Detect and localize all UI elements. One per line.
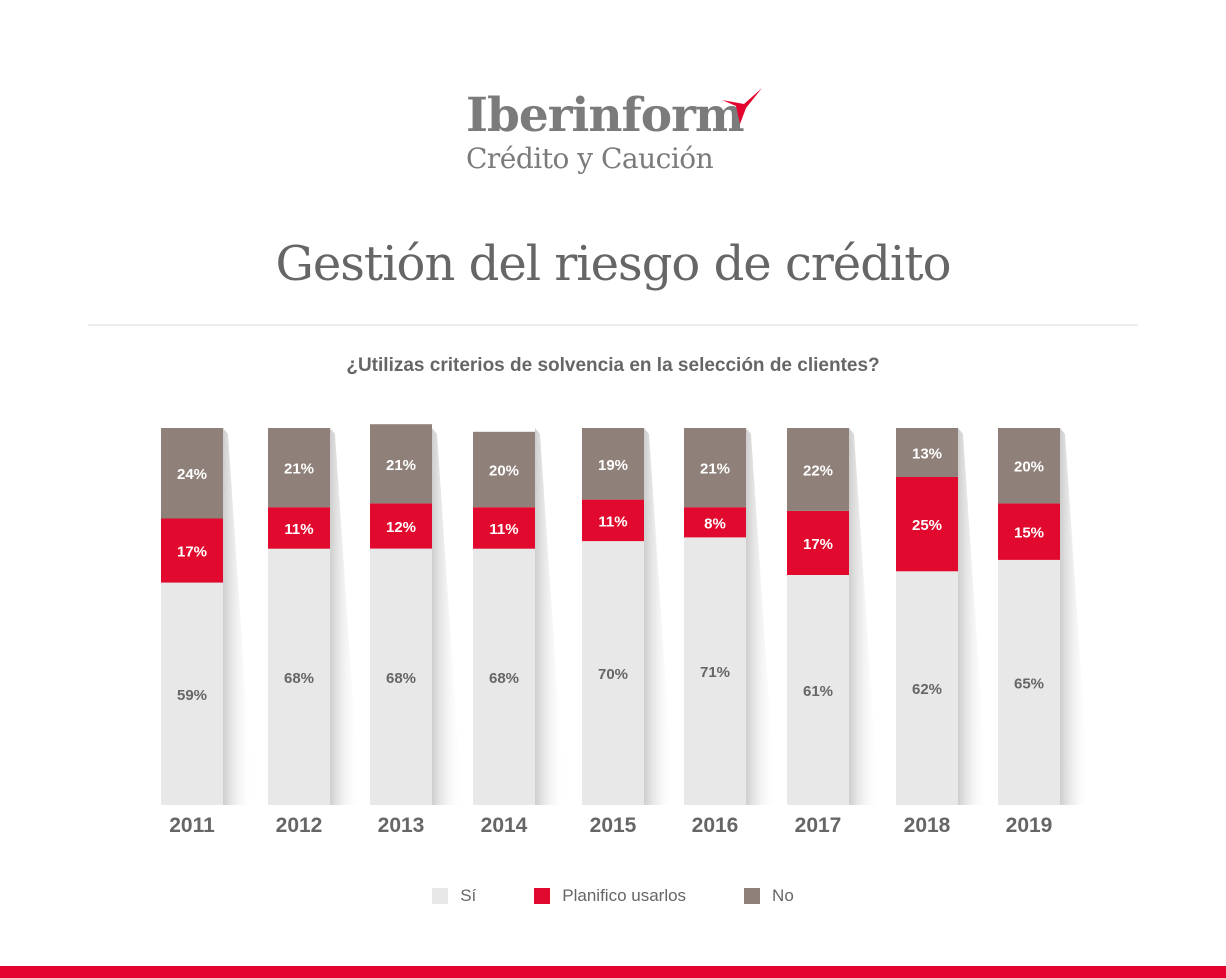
bar-segment-no	[582, 428, 644, 500]
bar-segment-no	[370, 424, 432, 504]
data-label: 20%	[489, 463, 519, 480]
bar-shadow	[644, 428, 674, 805]
bar-segment-no	[161, 428, 223, 519]
x-tick-label: 2016	[692, 814, 739, 837]
bar-segment-planifico	[998, 503, 1060, 560]
bar-segment-no	[268, 428, 330, 508]
bar-segment-planifico	[473, 507, 535, 549]
bar-segment-planifico	[370, 503, 432, 549]
brand-tagline: Crédito y Caución	[466, 142, 714, 175]
bar-segment-planifico	[268, 507, 330, 549]
data-label: 15%	[1014, 525, 1044, 542]
bars-layer: 59% 17% 24% 2011 68% 11% 21% 2012 68% 12% 21% 2013 6…	[161, 424, 1090, 837]
bar-segment-si	[787, 575, 849, 805]
data-label: 8%	[704, 515, 726, 532]
bar-segment-si	[268, 548, 330, 805]
data-label: 12%	[386, 519, 416, 536]
bar-shadow	[535, 428, 565, 805]
bar-segment-si	[473, 548, 535, 805]
legend-label-si: Sí	[460, 886, 477, 905]
chart-title: ¿Utilizas criterios de solvencia en la s…	[346, 355, 880, 376]
data-label: 71%	[700, 664, 730, 681]
bar-segment-si	[582, 541, 644, 805]
bar-segment-planifico	[684, 507, 746, 538]
legend-label-no: No	[772, 886, 794, 905]
chart-legend: Sí Planifico usarlos No	[0, 886, 1226, 906]
footer-accent-bar	[0, 966, 1226, 978]
brand-name: Iberinform	[466, 88, 745, 143]
legend-swatch-planifico	[534, 888, 551, 904]
legend-swatch-si	[432, 888, 449, 904]
stacked-bar-chart: 59% 17% 24% 2011 68% 11% 21% 2012 68% 12% 21% 2013 6…	[161, 424, 1090, 837]
x-tick-label: 2012	[276, 814, 323, 837]
bar-shadow	[1060, 428, 1090, 805]
data-label: 19%	[598, 457, 628, 474]
data-label: 17%	[803, 536, 833, 553]
data-label: 11%	[489, 521, 518, 538]
data-label: 68%	[386, 670, 416, 687]
bar-segment-planifico	[582, 499, 644, 542]
x-tick-label: 2018	[904, 814, 951, 837]
bar-shadow	[223, 428, 253, 805]
data-label: 68%	[284, 670, 314, 687]
data-label: 21%	[284, 461, 314, 478]
bar-segment-si	[161, 582, 223, 805]
data-label: 25%	[912, 517, 942, 534]
legend-swatch-no	[744, 888, 761, 904]
legend-item-si: Sí	[432, 886, 476, 906]
legend-item-no: No	[744, 886, 794, 906]
legend-item-planifico: Planifico usarlos	[534, 886, 686, 906]
data-label: 62%	[912, 681, 942, 698]
bar-shadow	[958, 428, 988, 805]
bar-segment-si	[998, 560, 1060, 806]
x-tick-label: 2011	[169, 814, 215, 837]
bar-shadow	[432, 428, 462, 805]
data-label: 13%	[912, 446, 942, 463]
legend-label-planifico: Planifico usarlos	[562, 886, 687, 905]
bar-segment-si	[370, 548, 432, 805]
data-label: 20%	[1014, 459, 1044, 476]
data-label: 11%	[598, 513, 627, 530]
bar-segment-no	[473, 431, 535, 508]
brand-logo: Iberinform Crédito y Caución	[466, 88, 762, 175]
data-label: 70%	[598, 666, 628, 683]
data-label: 11%	[284, 521, 313, 538]
bar-shadow	[746, 428, 776, 805]
bar-segment-no	[998, 428, 1060, 504]
bar-segment-no	[896, 428, 958, 477]
x-tick-label: 2013	[378, 814, 425, 837]
bar-segment-planifico	[787, 510, 849, 575]
data-label: 59%	[177, 687, 207, 704]
page-title: Gestión del riesgo de crédito	[275, 236, 952, 292]
brand-mark-icon	[722, 88, 762, 124]
data-label: 21%	[700, 461, 730, 478]
bar-segment-planifico	[896, 477, 958, 572]
data-label: 61%	[803, 683, 833, 700]
bar-shadow	[849, 428, 879, 805]
bar-segment-no	[684, 428, 746, 508]
data-label: 17%	[177, 544, 207, 561]
x-tick-label: 2017	[795, 814, 842, 837]
bar-shadow	[330, 428, 360, 805]
data-label: 65%	[1014, 676, 1044, 693]
x-tick-label: 2019	[1006, 814, 1053, 837]
bar-segment-planifico	[161, 518, 223, 583]
bar-segment-si	[896, 571, 958, 805]
bar-segment-no	[787, 428, 849, 511]
data-label: 21%	[386, 457, 416, 474]
x-tick-label: 2014	[481, 814, 528, 837]
title-divider	[88, 324, 1138, 326]
data-label: 68%	[489, 670, 519, 687]
bar-segment-si	[684, 537, 746, 805]
data-label: 22%	[803, 463, 833, 480]
x-tick-label: 2015	[590, 814, 637, 837]
data-label: 24%	[177, 466, 207, 483]
